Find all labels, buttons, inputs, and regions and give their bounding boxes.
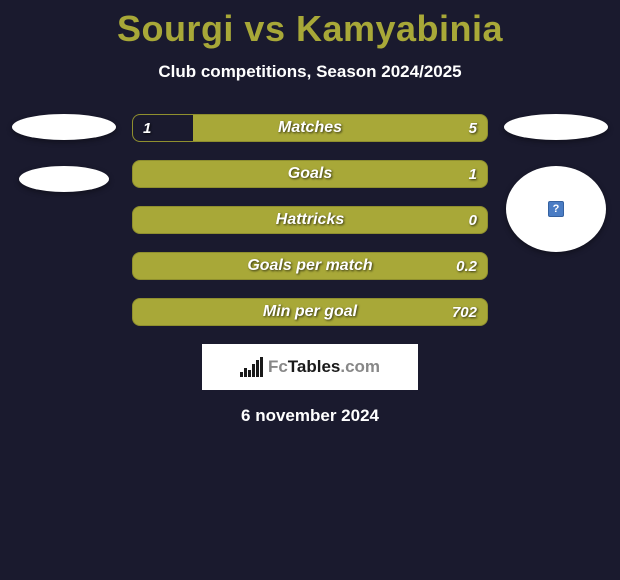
stat-bar-goals-per-match: Goals per match 0.2 xyxy=(132,252,488,280)
stat-label: Goals per match xyxy=(247,257,372,275)
player-left-avatar-bottom xyxy=(19,166,109,192)
stat-value-right: 702 xyxy=(452,304,477,321)
logo-chart-icon xyxy=(240,357,264,377)
player-left-avatar-top xyxy=(12,114,116,140)
date-line: 6 november 2024 xyxy=(0,406,620,426)
stat-label: Goals xyxy=(288,165,332,183)
stat-label: Matches xyxy=(278,119,342,137)
stat-value-right: 0 xyxy=(469,212,477,229)
player-right-avatar-top xyxy=(504,114,608,140)
player-right-avatar-circle: ? xyxy=(506,166,606,252)
player-left-col xyxy=(8,114,120,192)
stats-bars: 1 Matches 5 Goals 1 Hattricks 0 Goals per match… xyxy=(120,114,500,326)
stat-bar-goals: Goals 1 xyxy=(132,160,488,188)
player-right-col: ? xyxy=(500,114,612,252)
stat-bar-matches: 1 Matches 5 xyxy=(132,114,488,142)
stat-value-right: 1 xyxy=(469,166,477,183)
fctables-logo: FcTables.com xyxy=(202,344,418,390)
stat-value-left: 1 xyxy=(143,120,151,137)
stat-value-right: 5 xyxy=(469,120,477,137)
content-row: 1 Matches 5 Goals 1 Hattricks 0 Goals per match… xyxy=(0,114,620,326)
stat-bar-hattricks: Hattricks 0 xyxy=(132,206,488,234)
stat-value-right: 0.2 xyxy=(456,258,477,275)
logo-text: FcTables.com xyxy=(268,357,380,377)
stat-label: Hattricks xyxy=(276,211,344,229)
image-placeholder-icon: ? xyxy=(548,201,564,217)
stat-bar-min-per-goal: Min per goal 702 xyxy=(132,298,488,326)
comparison-title: Sourgi vs Kamyabinia xyxy=(0,0,620,50)
stat-label: Min per goal xyxy=(263,303,357,321)
subtitle: Club competitions, Season 2024/2025 xyxy=(0,62,620,82)
